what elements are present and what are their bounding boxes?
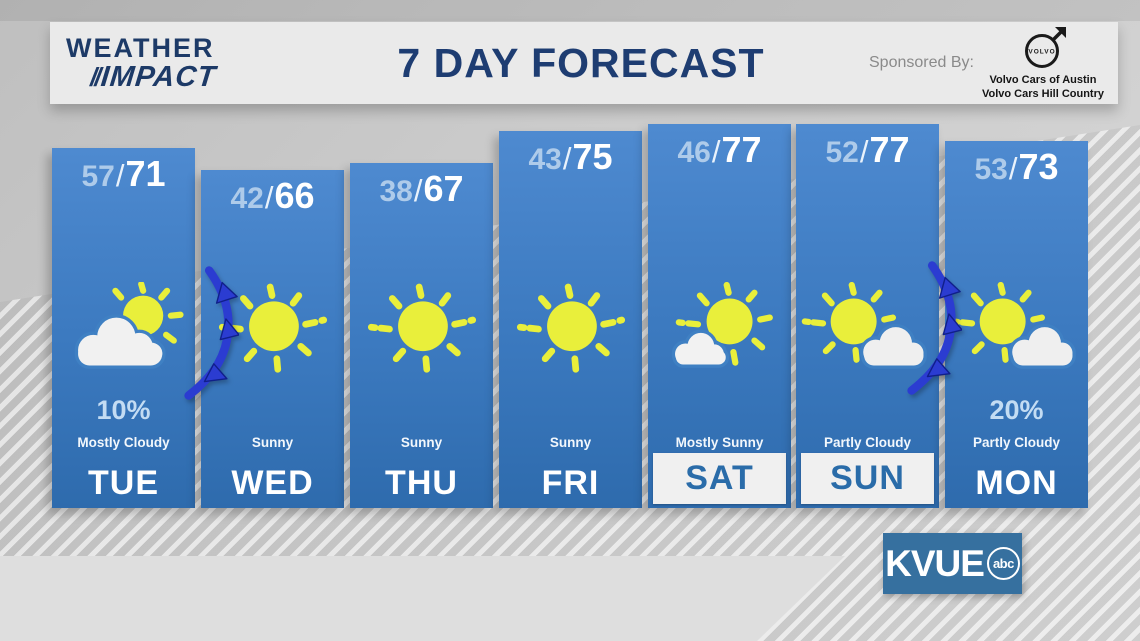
- temperature-row: 38 / 67: [350, 168, 493, 210]
- day-label: WED: [231, 464, 314, 502]
- low-temp: 53: [974, 153, 1008, 186]
- brand-slashes: //: [90, 62, 102, 92]
- mostly-sunny-icon: [671, 282, 773, 368]
- forecast-day-column: 52 / 77 Partly Cloudy SUN: [796, 124, 939, 508]
- high-temp: 77: [721, 129, 762, 170]
- temp-slash: /: [413, 173, 423, 208]
- high-temp: 66: [274, 175, 315, 216]
- forecast-day-column: 43 / 75 Sunny FRI: [499, 131, 642, 508]
- low-temp: 42: [230, 182, 264, 215]
- high-temp: 77: [869, 129, 910, 170]
- sponsor-dealer-line-1: Volvo Cars of Austin: [989, 74, 1097, 87]
- cold-front-icon: [907, 261, 962, 395]
- low-temp: 43: [528, 143, 562, 176]
- sunny-icon: [516, 283, 625, 373]
- sunny-icon: [218, 283, 327, 373]
- precip-chance: 10%: [96, 395, 151, 425]
- sponsor-dealer-line-2: Volvo Cars Hill Country: [981, 88, 1104, 100]
- precip-chance: 20%: [989, 395, 1044, 425]
- low-temp: 57: [81, 160, 115, 193]
- abc-network-icon: abc: [986, 547, 1020, 580]
- volvo-wordmark: VOLVO: [1028, 49, 1055, 56]
- station-call-sign: KVUE: [885, 542, 985, 584]
- temperature-row: 57 / 71: [52, 153, 195, 195]
- day-label: MON: [975, 464, 1058, 502]
- high-temp: 73: [1018, 146, 1059, 187]
- temperature-row: 53 / 73: [945, 146, 1088, 188]
- high-temp: 67: [423, 168, 464, 209]
- weather-icon-slot: [648, 280, 791, 382]
- sponsor-block: Sponsored By: VOLVO Volvo Cars of Austin…: [866, 24, 1118, 102]
- sponsored-by-label: Sponsored By:: [869, 54, 974, 71]
- day-label: FRI: [541, 464, 600, 502]
- temp-slash: /: [115, 158, 125, 193]
- temp-slash: /: [711, 134, 721, 169]
- weather-icon-slot: [52, 280, 195, 382]
- header-bar: WEATHER // IMPACT 7 DAY FORECAST Sponsor…: [50, 22, 1118, 104]
- station-logo: KVUE abc: [883, 533, 1022, 594]
- title-wrap: 7 DAY FORECAST: [296, 40, 866, 87]
- brand-weather-text: WEATHER: [66, 32, 215, 63]
- weather-impact-logo: WEATHER // IMPACT: [50, 32, 296, 93]
- partly-cloudy-icon: [950, 282, 1076, 369]
- low-temp: 38: [379, 175, 413, 208]
- condition-label: Sunny: [549, 435, 592, 450]
- brand-impact-row: // IMPACT: [90, 60, 296, 93]
- sunny-icon: [367, 283, 476, 373]
- temp-slash: /: [562, 141, 572, 176]
- volvo-logo-icon: VOLVO: [1024, 27, 1066, 69]
- weather-icon-slot: [499, 280, 642, 382]
- sponsor-logo-column: VOLVO Volvo Cars of Austin Volvo Cars Hi…: [982, 24, 1104, 102]
- condition-label: Mostly Sunny: [675, 435, 764, 450]
- weather-icon-slot: [201, 280, 344, 382]
- temp-slash: /: [264, 180, 274, 215]
- temperature-row: 46 / 77: [648, 129, 791, 171]
- weather-icon-slot: [945, 280, 1088, 382]
- condition-label: Sunny: [400, 435, 443, 450]
- day-label: THU: [385, 464, 458, 502]
- forecast-day-column: 38 / 67 Sunny THU: [350, 163, 493, 508]
- weather-icon-slot: [796, 280, 939, 382]
- forecast-day-column: 53 / 73 20% Partly Cloudy MON: [945, 141, 1088, 508]
- condition-label: Partly Cloudy: [823, 435, 912, 450]
- bottom-gray-panel: [0, 556, 845, 641]
- brand-impact-text: IMPACT: [99, 60, 219, 93]
- temp-slash: /: [1008, 151, 1018, 186]
- high-temp: 71: [125, 153, 166, 194]
- condition-label: Mostly Cloudy: [77, 435, 170, 450]
- high-temp: 75: [572, 136, 613, 177]
- condition-label: Partly Cloudy: [972, 435, 1061, 450]
- cold-front-icon: [184, 266, 239, 400]
- weather-icon-slot: [350, 280, 493, 382]
- temp-slash: /: [859, 134, 869, 169]
- temperature-row: 43 / 75: [499, 136, 642, 178]
- forecast-day-column: 46 / 77 Mostly Sunny SAT: [648, 124, 791, 508]
- temperature-row: 52 / 77: [796, 129, 939, 171]
- partly-cloudy-icon: [801, 282, 927, 369]
- forecast-day-column: 57 / 71 10% Mostly Cloudy TUE: [52, 148, 195, 508]
- low-temp: 52: [825, 136, 859, 169]
- page-title: 7 DAY FORECAST: [397, 39, 765, 86]
- top-strip: [0, 0, 1140, 21]
- mostly-cloudy-icon: [74, 282, 184, 369]
- condition-label: Sunny: [251, 435, 294, 450]
- day-label: TUE: [88, 464, 159, 502]
- day-label: SUN: [801, 453, 934, 504]
- temperature-row: 42 / 66: [201, 175, 344, 217]
- low-temp: 46: [677, 136, 711, 169]
- day-label: SAT: [653, 453, 786, 504]
